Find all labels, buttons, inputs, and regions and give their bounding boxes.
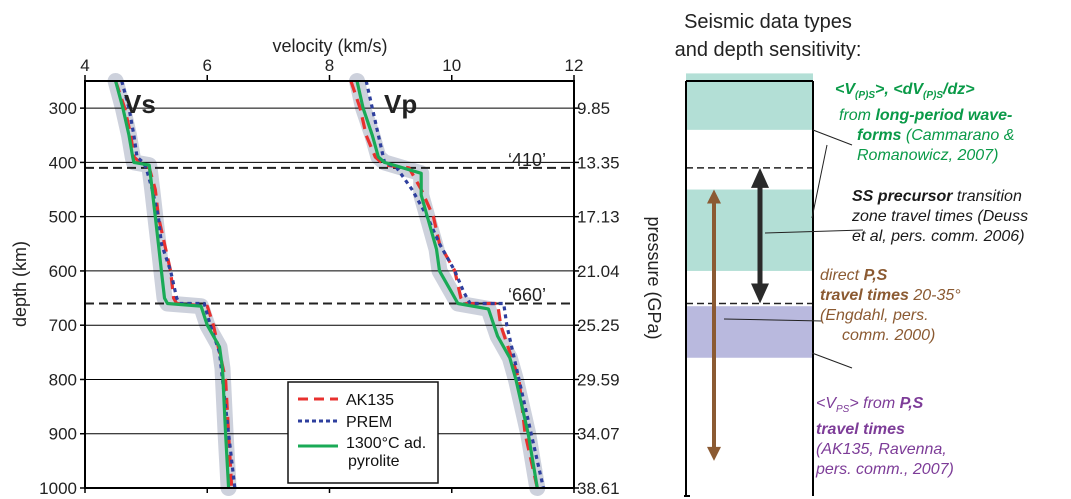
- pressure-tick-label: 17.13: [577, 208, 620, 227]
- legend: AK135 PREM 1300°C ad. pyrolite: [287, 381, 439, 484]
- y-tick-label: 1000: [39, 479, 77, 498]
- pressure-tick-label: 34.07: [577, 425, 620, 444]
- axes: 300 9.85 400 13.35 500 17.13 600 21.04 700 25.25 8…: [39, 56, 619, 498]
- panel-heading-line1: Seismic data types: [684, 11, 852, 33]
- y-tick-label: 300: [49, 99, 77, 118]
- lp-sub1: (P)S: [855, 90, 876, 102]
- pressure-tick-label: 29.59: [577, 370, 620, 389]
- legend-label-prem: PREM: [346, 414, 392, 431]
- ss-bold: SS precursor: [852, 188, 953, 205]
- lp-dv: >, <dV: [875, 81, 924, 98]
- x-tick-label: 6: [203, 56, 212, 75]
- vps-ps-bold: P,S: [899, 395, 924, 412]
- direct-line4: comm. 2000): [842, 327, 936, 344]
- band-direct-ps: [686, 306, 813, 358]
- y-tick-label: 500: [49, 208, 77, 227]
- long-period-line2: from long-period wave-: [835, 106, 1014, 126]
- y-tick-label: 900: [49, 425, 77, 444]
- vps-line3: (AK135, Ravenna,: [816, 441, 947, 459]
- annotation-leaders: [723, 129, 864, 369]
- ss-arrow-head-top: [751, 167, 769, 188]
- direct-line3: (Engdahl, pers.: [820, 307, 929, 324]
- y-tick-label: 600: [49, 262, 77, 281]
- lp-dz: /dz>: [943, 81, 975, 98]
- vps-tt-bold: travel times: [816, 421, 905, 439]
- leader-direct-ps: [723, 318, 823, 322]
- direct-line1: direct P,S: [820, 266, 961, 286]
- vps-line2: travel times: [816, 420, 954, 440]
- legend-label-pyrolite-1: 1300°C ad.: [346, 435, 426, 452]
- vs-label: Vs: [124, 89, 156, 119]
- ss-rest: transition: [952, 188, 1022, 205]
- legend-box: [287, 381, 439, 484]
- direct-range: 20-35°: [908, 287, 961, 304]
- sensitivity-column: [684, 73, 814, 497]
- lp-v: <V: [835, 81, 856, 98]
- curve-prem-vp: [364, 80, 545, 489]
- y-tick-label: 700: [49, 316, 77, 335]
- velocity-curves: [114, 80, 545, 489]
- band-long-period: [686, 73, 813, 130]
- ss-line3: et al, pers. comm. 2006): [852, 228, 1025, 245]
- label-410: ‘410’: [508, 150, 546, 170]
- ss-arrow-head-bottom: [751, 283, 769, 304]
- leader-ss-precursor-b: [811, 144, 828, 219]
- panel-heading: Seismic data types and depth sensitivity…: [648, 8, 888, 64]
- direct-ps-bold: P,S: [863, 267, 888, 284]
- leader-vps: [811, 352, 853, 369]
- direct-word: direct: [820, 267, 864, 284]
- x-tick-label: 8: [325, 56, 334, 75]
- annotation-direct-ps: direct P,S travel times 20-35° (Engdahl,…: [820, 266, 961, 346]
- legend-label-pyrolite-2: pyrolite: [348, 453, 400, 470]
- legend-label-ak135: AK135: [346, 392, 394, 409]
- vps-line4: pers. comm., 2007): [816, 461, 954, 479]
- x-tick-label: 10: [442, 56, 461, 75]
- lp-cite: (Cammarano &: [901, 127, 1015, 145]
- pressure-tick-label: 25.25: [577, 316, 620, 335]
- curve-1300c-vp: [355, 80, 539, 489]
- ps-arrow-head-bottom: [707, 446, 721, 461]
- vps-line1: <VPS> from P,S: [816, 394, 954, 420]
- lp-from: from: [839, 107, 876, 125]
- lp-forms: forms: [857, 127, 902, 145]
- x-tick-label: 4: [80, 56, 89, 75]
- x-axis-title: velocity (km/s): [272, 36, 387, 56]
- lp-bold: long-period wave-: [875, 107, 1013, 125]
- long-period-line4: Romanowicz, 2007): [857, 147, 999, 165]
- annotation-ss-precursor: SS precursor transition zone travel time…: [852, 187, 1028, 247]
- leader-ss-precursor: [764, 229, 864, 234]
- vp-label: Vp: [384, 89, 417, 119]
- ps-arrow-head-top: [707, 189, 721, 204]
- long-period-line3: forms (Cammarano &: [835, 126, 1014, 146]
- y-axis-title: depth (km): [10, 241, 30, 327]
- vps-v: <V: [816, 395, 837, 412]
- annotation-long-period: <V(P)S>, <dV(P)S/dz> from long-period wa…: [835, 80, 1014, 166]
- pressure-tick-label: 13.35: [577, 153, 620, 172]
- pressure-tick-label: 38.61: [577, 479, 620, 498]
- curve-ak135-vp: [349, 80, 539, 489]
- panel-heading-line2: and depth sensitivity:: [674, 39, 862, 61]
- pressure-tick-label: 9.85: [577, 99, 610, 118]
- ss-line2: zone travel times (Deuss: [852, 208, 1029, 225]
- y-tick-label: 400: [49, 153, 77, 172]
- curve-ak135-vs: [114, 80, 234, 489]
- annotation-vps: <VPS> from P,S travel times (AK135, Rave…: [816, 394, 954, 480]
- curve-1300c-vs: [114, 80, 231, 489]
- long-period-line1: <V(P)S>, <dV(P)S/dz>: [835, 80, 1014, 106]
- x-tick-label: 12: [565, 56, 584, 75]
- vps-from: > from: [849, 395, 900, 412]
- y-tick-label: 800: [49, 370, 77, 389]
- band-ss-precursor: [686, 189, 813, 271]
- direct-line2: travel times 20-35°: [820, 286, 961, 306]
- pressure-tick-label: 21.04: [577, 262, 620, 281]
- label-660: ‘660’: [508, 285, 546, 305]
- leader-long-period: [812, 129, 853, 146]
- lp-sub2: (P)S: [923, 90, 944, 102]
- ss-line1: SS precursor transition: [852, 187, 1028, 207]
- vps-sub: PS: [836, 404, 850, 416]
- pressure-axis-title: pressure (GPa): [644, 216, 664, 339]
- direct-tt-bold: travel times: [820, 287, 909, 304]
